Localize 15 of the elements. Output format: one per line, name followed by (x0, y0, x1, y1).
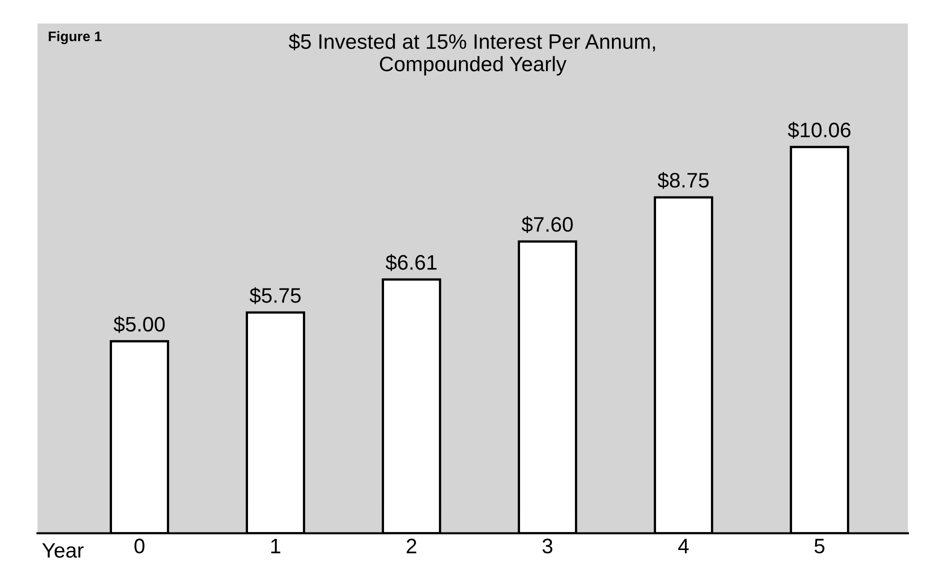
data-label: $10.06 (788, 122, 850, 139)
chart-title: $5 Invested at 15% Interest Per Annum, Compounded Yearly (288, 33, 655, 76)
x-tick-label: 2 (406, 538, 416, 554)
x-tick-label: 5 (814, 538, 824, 554)
data-label: $5.00 (114, 316, 165, 333)
data-label: $6.61 (386, 254, 437, 272)
x-tick-label: 3 (542, 538, 552, 554)
data-label: $5.75 (250, 287, 301, 304)
x-tick-label: 1 (271, 538, 280, 554)
data-label: $7.60 (522, 216, 573, 234)
caption: Figure 1 (48, 31, 102, 44)
x-tick-label: 0 (134, 538, 144, 554)
data-label: $8.75 (658, 172, 709, 189)
x-tick-label: 4 (678, 538, 689, 554)
x-axis-title: Year (42, 543, 84, 558)
